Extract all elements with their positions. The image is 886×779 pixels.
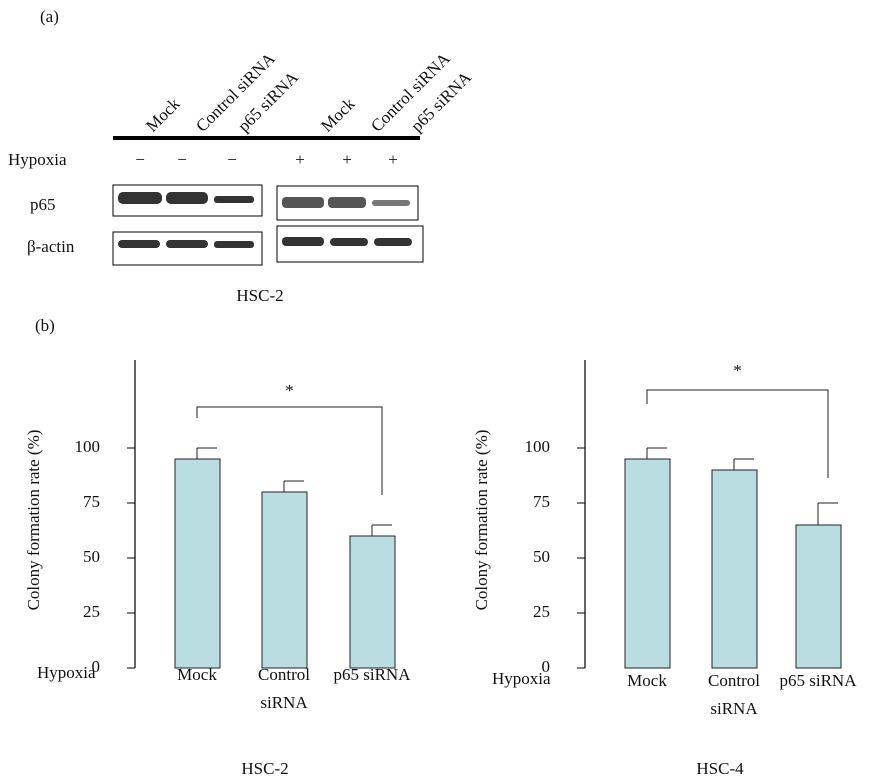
x-axis-label: HSC-2: [241, 759, 288, 778]
y-tick-label: 100: [525, 437, 551, 456]
panel-label: (b): [35, 316, 55, 335]
significance-bracket: [197, 407, 382, 495]
lane-label: Mock: [142, 94, 184, 136]
panel-label: (a): [40, 7, 59, 26]
y-tick-label: 100: [75, 437, 101, 456]
lane-label: Mock: [317, 94, 359, 136]
hypoxia-sign: +: [388, 150, 398, 169]
bar: [262, 492, 307, 668]
error-bar: [197, 448, 217, 459]
error-bar: [647, 448, 667, 459]
y-tick-label: 50: [533, 547, 550, 566]
hypoxia-sign: −: [227, 150, 237, 169]
x-tick-label: Control siRNA: [244, 661, 324, 717]
bar: [796, 525, 841, 668]
x-tick-label: Mock: [607, 667, 687, 695]
error-bar: [734, 459, 754, 470]
y-tick-label: 75: [533, 492, 550, 511]
hypoxia-sign: −: [135, 150, 145, 169]
y-axis-label: Colony formation rate (%): [472, 430, 491, 611]
y-tick-label: 75: [83, 492, 100, 511]
error-bar: [372, 525, 392, 536]
figure-canvas: (a) Hypoxia p65 β-actin HSC-2 (b) Mock − C…: [0, 0, 886, 779]
x-tick-label: Mock: [157, 661, 237, 689]
x-axis-label: HSC-4: [696, 759, 744, 778]
cell-line: HSC-2: [236, 286, 283, 305]
row-label: Hypoxia: [37, 663, 96, 682]
significance-bracket: [647, 390, 828, 478]
y-tick-label: 25: [83, 602, 100, 621]
hypoxia-sign: +: [295, 150, 305, 169]
bar: [350, 536, 395, 668]
y-tick-label: 50: [83, 547, 100, 566]
error-bar: [818, 503, 838, 525]
blot-label: p65: [30, 195, 56, 214]
significance-label: *: [285, 381, 294, 400]
x-tick-label: p65 siRNA: [332, 661, 412, 689]
y-tick-label: 25: [533, 602, 550, 621]
blot-box: [113, 232, 262, 265]
bar: [175, 459, 220, 668]
hypoxia-sign: +: [342, 150, 352, 169]
x-tick-label: p65 siRNA: [778, 667, 858, 695]
error-bar: [284, 481, 304, 492]
row-label: Hypoxia: [492, 669, 551, 688]
bar: [625, 459, 670, 668]
bar: [712, 470, 757, 668]
hypoxia-sign: −: [177, 150, 187, 169]
significance-label: *: [733, 361, 742, 380]
x-tick-label: Control siRNA: [694, 667, 774, 723]
y-axis-label: Colony formation rate (%): [24, 430, 43, 611]
blot-label: β-actin: [27, 237, 75, 256]
row-label: Hypoxia: [8, 150, 67, 169]
figure: (a) Hypoxia p65 β-actin HSC-2 (b) Mock − C…: [0, 0, 886, 779]
